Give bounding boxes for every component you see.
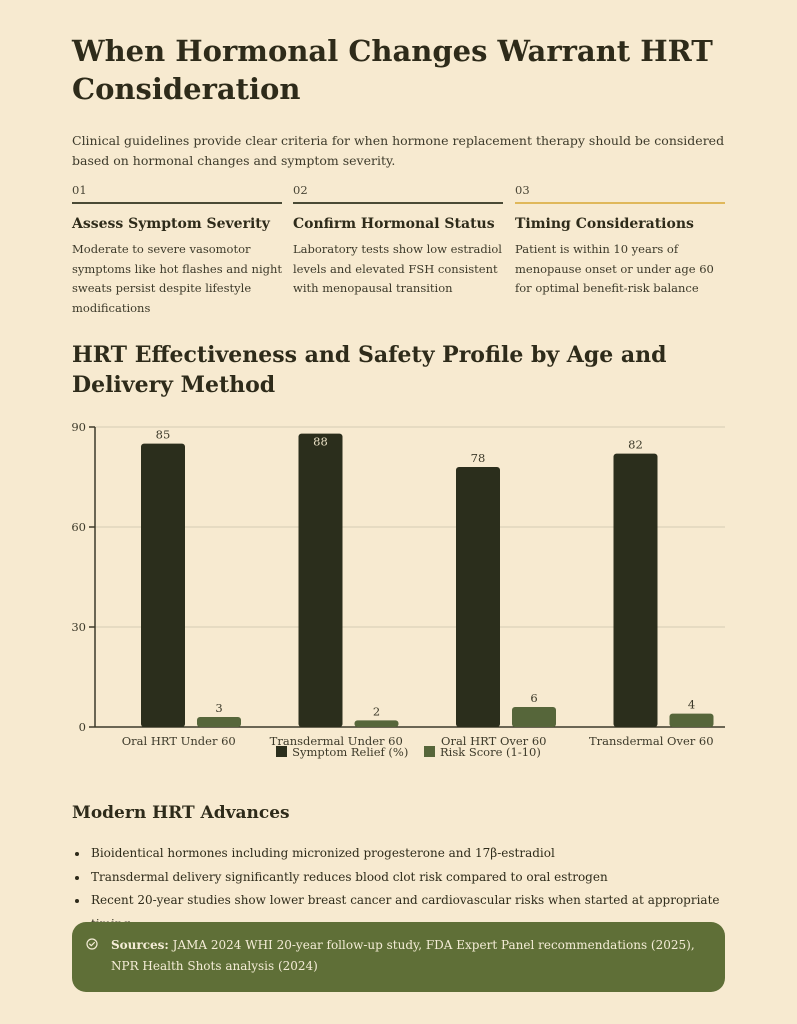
legend-swatch-symptom-relief xyxy=(276,746,288,757)
sources-label: Sources: xyxy=(111,938,169,952)
advances-list: Bioidentical hormones including microniz… xyxy=(72,842,732,936)
check-circle-icon xyxy=(86,938,98,950)
step-description: Moderate to severe vasomotor symptoms li… xyxy=(72,242,283,315)
data-label-symptom-relief: 82 xyxy=(628,438,643,452)
page-title: When Hormonal Changes Warrant HRT Consid… xyxy=(72,34,713,106)
step-title: Timing Considerations xyxy=(515,216,694,232)
data-label-symptom-relief: 85 xyxy=(156,428,171,442)
y-tick-label: 30 xyxy=(71,620,86,634)
bar-chart: 0 30 60 90 85 3 Oral HRT Under 60 88 2 Transderma… xyxy=(71,420,725,745)
bar-symptom-relief xyxy=(456,467,500,727)
bar-risk-score xyxy=(354,720,399,727)
step-timing-considerations: 03 Timing Considerations Patient is with… xyxy=(515,182,725,299)
y-tick-label: 90 xyxy=(71,420,86,434)
step-number: 03 xyxy=(515,183,530,197)
data-label-risk-score: 2 xyxy=(373,704,380,718)
bar-symptom-relief xyxy=(141,443,185,727)
x-tick-label: Oral HRT Under 60 xyxy=(122,734,236,745)
step-description: Laboratory tests show low estradiol leve… xyxy=(293,242,502,295)
intro-paragraph: Clinical guidelines provide clear criter… xyxy=(72,133,725,168)
legend-item-symptom-relief[interactable]: Symptom Relief (%) xyxy=(276,745,408,759)
legend-swatch-risk-score xyxy=(423,746,435,757)
bar-risk-score xyxy=(512,707,556,727)
step-number: 01 xyxy=(72,183,87,197)
chart-legend: Symptom Relief (%) Risk Score (1-10) xyxy=(0,745,797,759)
data-label-symptom-relief: 88 xyxy=(313,435,328,449)
step-title: Assess Symptom Severity xyxy=(72,216,270,232)
list-item: Bioidentical hormones including microniz… xyxy=(72,842,732,866)
advances-heading: Modern HRT Advances xyxy=(72,803,290,823)
criteria-steps: 01 Assess Symptom Severity Moderate to s… xyxy=(72,182,725,322)
y-tick-label: 60 xyxy=(71,520,86,534)
step-number: 02 xyxy=(293,183,308,197)
step-description: Patient is within 10 years of menopause … xyxy=(515,242,714,295)
legend-label: Symptom Relief (%) xyxy=(292,745,409,759)
x-tick-label: Transdermal Under 60 xyxy=(270,734,403,745)
data-label-risk-score: 6 xyxy=(530,691,537,705)
legend-item-risk-score[interactable]: Risk Score (1-10) xyxy=(423,745,541,759)
step-confirm-hormonal-status: 02 Confirm Hormonal Status Laboratory te… xyxy=(293,182,503,299)
sources-text: Sources: JAMA 2024 WHI 20-year follow-up… xyxy=(111,935,705,976)
legend-label: Risk Score (1-10) xyxy=(439,745,541,759)
list-item: Transdermal delivery significantly reduc… xyxy=(72,866,732,890)
step-title: Confirm Hormonal Status xyxy=(293,216,495,232)
step-assess-symptoms: 01 Assess Symptom Severity Moderate to s… xyxy=(72,182,282,318)
x-tick-label: Transdermal Over 60 xyxy=(589,734,714,745)
step-divider-accent xyxy=(515,202,725,204)
data-label-risk-score: 3 xyxy=(215,701,222,715)
sources-citations: JAMA 2024 WHI 20-year follow-up study, F… xyxy=(111,938,695,973)
bar-risk-score xyxy=(197,717,241,727)
chart-title: HRT Effectiveness and Safety Profile by … xyxy=(72,342,667,398)
bar-symptom-relief xyxy=(613,453,658,727)
data-label-symptom-relief: 78 xyxy=(471,451,486,465)
data-label-risk-score: 4 xyxy=(688,698,695,712)
x-tick-label: Oral HRT Over 60 xyxy=(441,734,546,745)
step-divider xyxy=(293,202,503,204)
bar-risk-score xyxy=(669,713,714,727)
sources-box: Sources: JAMA 2024 WHI 20-year follow-up… xyxy=(72,922,725,992)
step-divider xyxy=(72,202,282,204)
y-tick-label: 0 xyxy=(79,720,86,734)
bar-symptom-relief xyxy=(298,433,343,727)
